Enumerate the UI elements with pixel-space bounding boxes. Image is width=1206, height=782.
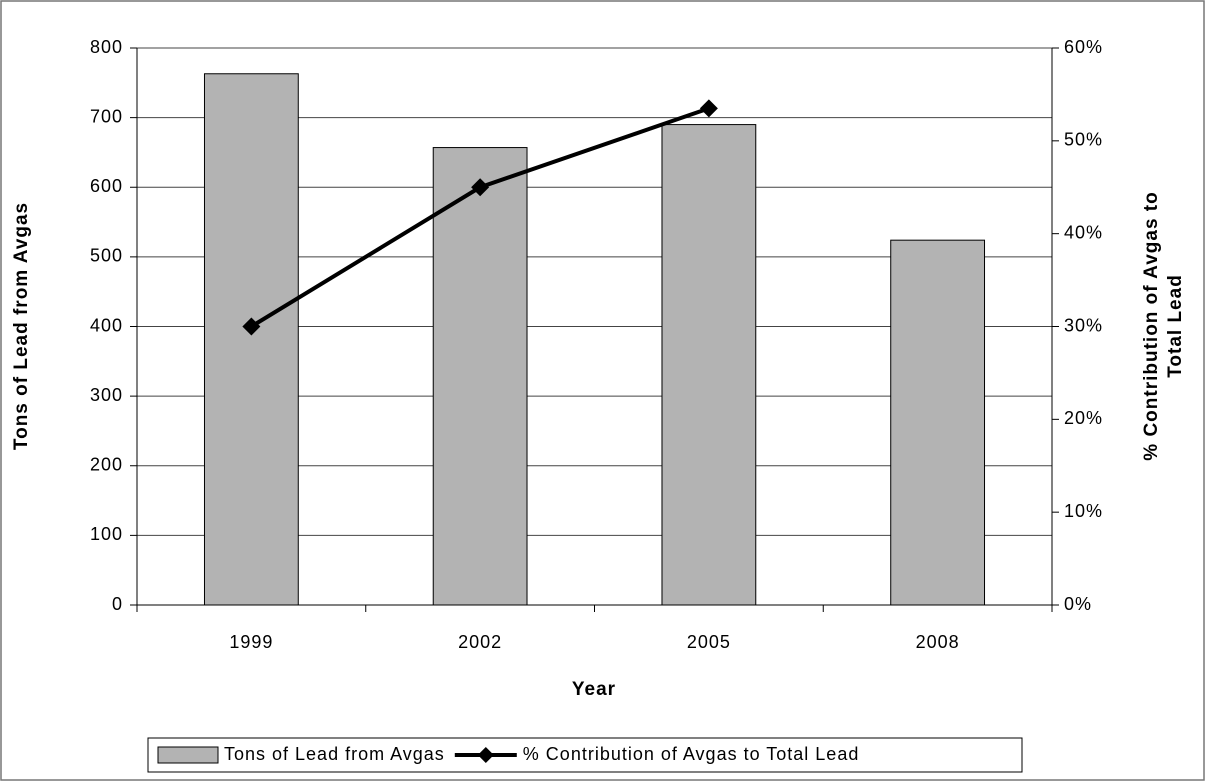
y2-tick-label: 30% (1064, 315, 1103, 335)
y2-tick-label: 10% (1064, 501, 1103, 521)
y-tick-label: 200 (90, 455, 123, 475)
x-axis-title: Year (572, 679, 616, 700)
x-tick-label: 2002 (458, 632, 502, 652)
y-tick-label: 300 (90, 385, 123, 405)
bar (432, 147, 528, 606)
bar (890, 239, 986, 606)
legend-label: Tons of Lead from Avgas (224, 744, 445, 764)
bar (661, 124, 757, 606)
y2-tick-label: 20% (1064, 408, 1103, 428)
legend-box (147, 737, 1023, 773)
y-tick-label: 800 (90, 37, 123, 57)
y2-tick-label: 50% (1064, 130, 1103, 150)
y2-tick-label: 0% (1064, 594, 1092, 614)
y-tick-label: 0 (112, 594, 123, 614)
y-tick-label: 500 (90, 246, 123, 266)
bar (203, 73, 299, 606)
x-tick-label: 2008 (916, 632, 960, 652)
y-axis-title: Tons of Lead from Avgas (11, 202, 32, 450)
legend-label: % Contribution of Avgas to Total Lead (523, 744, 860, 764)
x-tick-label: 1999 (229, 632, 273, 652)
y2-tick-label: 60% (1064, 37, 1103, 57)
y-tick-label: 100 (90, 524, 123, 544)
line-marker (699, 99, 718, 118)
y-tick-label: 600 (90, 176, 123, 196)
x-tick-label: 2005 (687, 632, 731, 652)
y2-tick-label: 40% (1064, 222, 1103, 242)
legend-swatch-marker (477, 747, 494, 763)
legend-swatch (157, 746, 219, 764)
line-marker (242, 317, 261, 336)
y2-axis-title: % Contribution of Avgas to (1141, 191, 1162, 460)
line-marker (471, 178, 490, 197)
y2-axis-title: Total Lead (1165, 274, 1186, 378)
y-tick-label: 400 (90, 315, 123, 335)
y-tick-label: 700 (90, 106, 123, 126)
